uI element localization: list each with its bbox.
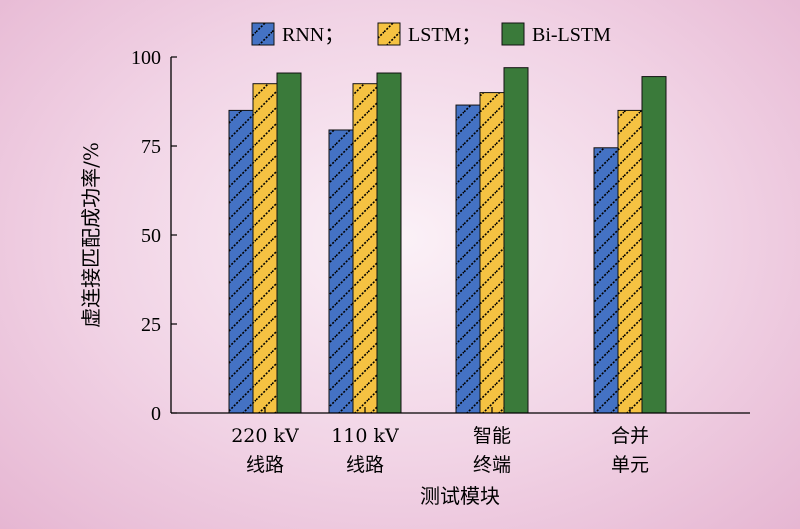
y-axis-ticks: 0 25 50 75 100: [131, 47, 177, 425]
x-tick-label-3-1: 单元: [611, 454, 649, 476]
x-tick-label-1-0: 110 kV: [331, 425, 399, 447]
bar-lstm-1: [352, 83, 378, 414]
bar-rnn-2: [455, 104, 481, 414]
x-tick-label-3-0: 合并: [611, 425, 649, 447]
bar-lstm-3: [617, 109, 643, 414]
bars: [228, 67, 667, 414]
y-axis-title: 虚连接匹配成功率/%: [79, 142, 103, 328]
bar-lstm-0: [252, 83, 278, 414]
bar-bi-lstm-3: [641, 76, 667, 414]
bar-rnn-1: [328, 129, 354, 414]
y-tick-label-100: 100: [131, 47, 161, 69]
legend: RNN； LSTM； Bi-LSTM: [251, 22, 611, 46]
legend-label-1: LSTM；: [408, 24, 481, 46]
x-tick-label-2-1: 终端: [473, 454, 511, 476]
bar-bi-lstm-0: [276, 72, 302, 414]
x-axis-title: 测试模块: [420, 484, 500, 508]
bar-rnn-0: [228, 109, 254, 414]
legend-swatch-1: [377, 22, 401, 46]
x-tick-label-0-0: 220 kV: [231, 425, 299, 447]
bar-bi-lstm-2: [503, 67, 529, 414]
legend-swatch-0: [251, 22, 275, 46]
legend-label-0: RNN；: [282, 24, 344, 46]
y-tick-label-75: 75: [141, 136, 161, 158]
legend-swatch-2: [501, 22, 525, 46]
y-tick-label-50: 50: [141, 225, 161, 247]
y-tick-label-0: 0: [151, 403, 161, 425]
bar-rnn-3: [593, 147, 619, 414]
x-tick-label-1-1: 线路: [346, 454, 384, 476]
x-tick-label-2-0: 智能: [473, 425, 511, 447]
y-tick-label-25: 25: [141, 314, 161, 336]
bar-bi-lstm-1: [376, 72, 402, 414]
x-tick-label-0-1: 线路: [246, 454, 284, 476]
legend-label-2: Bi-LSTM: [532, 24, 611, 46]
bar-lstm-2: [479, 92, 505, 414]
